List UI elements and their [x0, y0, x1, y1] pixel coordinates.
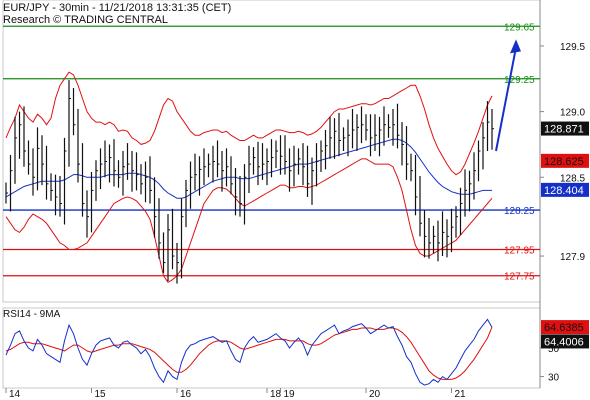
- rsi-ma-badge: 64.6385: [544, 322, 584, 334]
- x-tick-label: 15: [95, 389, 107, 400]
- level-label: 128.25: [504, 206, 535, 217]
- price-y-tick-label: 127.9: [560, 252, 585, 263]
- rsi-ma-badge-bg: [541, 320, 589, 335]
- ma-red-badge: 128.625: [544, 156, 584, 168]
- current-price-badge: 128.871: [544, 124, 584, 136]
- price-y-tick-label: 129.5: [560, 42, 585, 53]
- projection-arrow-line: [495, 47, 517, 152]
- bollinger-lower-line: [5, 158, 493, 283]
- rsi-value-badge-bg: [541, 334, 589, 349]
- rsi-line: [5, 318, 493, 386]
- chart-source: Research © TRADING CENTRAL: [3, 14, 168, 26]
- projection-arrow-head: [510, 39, 521, 54]
- chart-title: EUR/JPY - 30min - 11/21/2018 13:31:35 (C…: [3, 2, 232, 14]
- ma-blue-badge: 128.404: [544, 185, 584, 197]
- ma-blue-badge-bg: [541, 182, 589, 197]
- x-tick-label: 20: [369, 389, 381, 400]
- level-label: 129.25: [504, 75, 535, 86]
- bollinger-upper-line: [5, 71, 493, 176]
- x-tick-label: 16: [180, 389, 192, 400]
- x-tick-label: 19: [284, 389, 296, 400]
- rsi-y-tick-label: 30: [548, 373, 560, 384]
- level-label: 127.95: [504, 245, 535, 256]
- x-tick-label: 14: [9, 389, 21, 400]
- level-label: 127.75: [504, 272, 535, 283]
- x-tick-label: 21: [455, 389, 467, 400]
- price-y-tick-label: 128.5: [560, 173, 585, 184]
- price-y-tick-label: 129.0: [560, 108, 585, 119]
- ma-red-badge-bg: [541, 153, 589, 168]
- rsi-value-badge: 64.4006: [544, 336, 584, 348]
- rsi-y-tick-label: 50: [548, 344, 560, 355]
- rsi-ma-line: [5, 326, 493, 380]
- current-price-badge-bg: [541, 121, 589, 136]
- rsi-panel-title: RSI14 - 9MA: [3, 309, 61, 320]
- level-label: 129.65: [504, 22, 535, 33]
- x-tick-label: 18: [270, 389, 282, 400]
